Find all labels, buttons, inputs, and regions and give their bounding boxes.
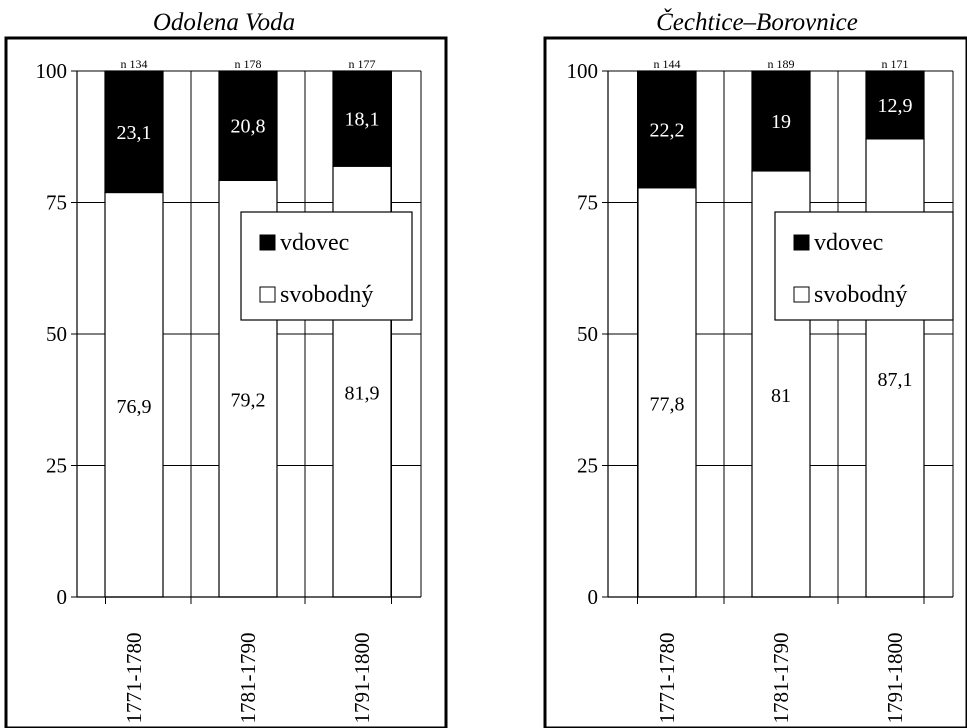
x-tick-label: 1781-1790: [236, 633, 260, 724]
bar-svobodny: [637, 187, 697, 598]
bar-vdovec: [104, 70, 164, 194]
n-label: n 177: [349, 57, 376, 71]
legend-swatch-svobodny: [259, 286, 276, 303]
n-label: n 171: [882, 57, 909, 71]
y-tick-label: 0: [588, 585, 599, 609]
data-label-svobodny: 81: [771, 385, 791, 407]
y-tick-label: 0: [57, 585, 68, 609]
bar-vdovec: [865, 70, 925, 140]
legend: vdovec svobodný: [240, 211, 413, 321]
data-label-vdovec: 18,1: [345, 109, 380, 131]
legend-label-svobodny: svobodný: [814, 282, 907, 308]
y-tick-label: 100: [567, 59, 599, 83]
data-label-vdovec: 22,2: [650, 119, 685, 141]
y-tick-label: 100: [36, 59, 68, 83]
x-tick-label: 1771-1780: [122, 633, 146, 724]
legend-label-svobodny: svobodný: [280, 282, 373, 308]
chart-frame: [4, 36, 448, 728]
chart-odolena-voda: Odolena Voda 0 25 50 75 100 76,9 23,1 n 134 1771…: [4, 9, 448, 728]
chart-title: Čechtice–Borovnice: [656, 8, 858, 36]
bar-vdovec: [637, 70, 697, 189]
y-tick-label: 50: [577, 322, 598, 346]
y-tick-label: 50: [46, 322, 67, 346]
n-label: n 178: [235, 57, 262, 71]
chart-cechtice-borovnice: Čechtice–Borovnice 0 25 50 75 100 77,8 22,2 n 1…: [543, 8, 967, 728]
y-tick-label: 25: [577, 454, 598, 478]
y-tick-label: 25: [46, 454, 67, 478]
bar-svobodny: [104, 191, 164, 598]
bar-vdovec: [332, 70, 392, 167]
legend-swatch-vdovec: [793, 234, 810, 251]
bar-vdovec: [218, 70, 278, 182]
data-label-svobodny: 76,9: [117, 396, 152, 418]
n-label: n 134: [121, 57, 148, 71]
legend-label-vdovec: vdovec: [280, 230, 349, 256]
n-label: n 189: [768, 57, 795, 71]
data-label-svobodny: 87,1: [878, 369, 913, 391]
data-label-vdovec: 12,9: [878, 95, 913, 117]
legend: vdovec svobodný: [774, 211, 954, 321]
chart-frame: [543, 36, 967, 728]
y-tick-label: 75: [577, 191, 598, 215]
n-label: n 144: [654, 57, 681, 71]
data-label-svobodny: 77,8: [650, 393, 685, 415]
x-tick-label: 1781-1790: [769, 633, 793, 724]
x-tick-label: 1791-1800: [350, 633, 374, 724]
legend-label-vdovec: vdovec: [814, 230, 883, 256]
bar-svobodny: [865, 138, 925, 598]
legend-swatch-vdovec: [259, 234, 276, 251]
data-label-svobodny: 79,2: [231, 390, 266, 412]
legend-swatch-svobodny: [793, 286, 810, 303]
x-tick-label: 1791-1800: [883, 633, 907, 724]
data-label-svobodny: 81,9: [345, 383, 380, 405]
chart-title: Odolena Voda: [153, 9, 295, 36]
bar-vdovec: [751, 70, 811, 172]
y-tick-label: 75: [46, 191, 67, 215]
x-tick-label: 1771-1780: [655, 633, 679, 724]
data-label-vdovec: 19: [771, 111, 791, 133]
data-label-vdovec: 20,8: [231, 116, 266, 138]
data-label-vdovec: 23,1: [117, 122, 152, 144]
